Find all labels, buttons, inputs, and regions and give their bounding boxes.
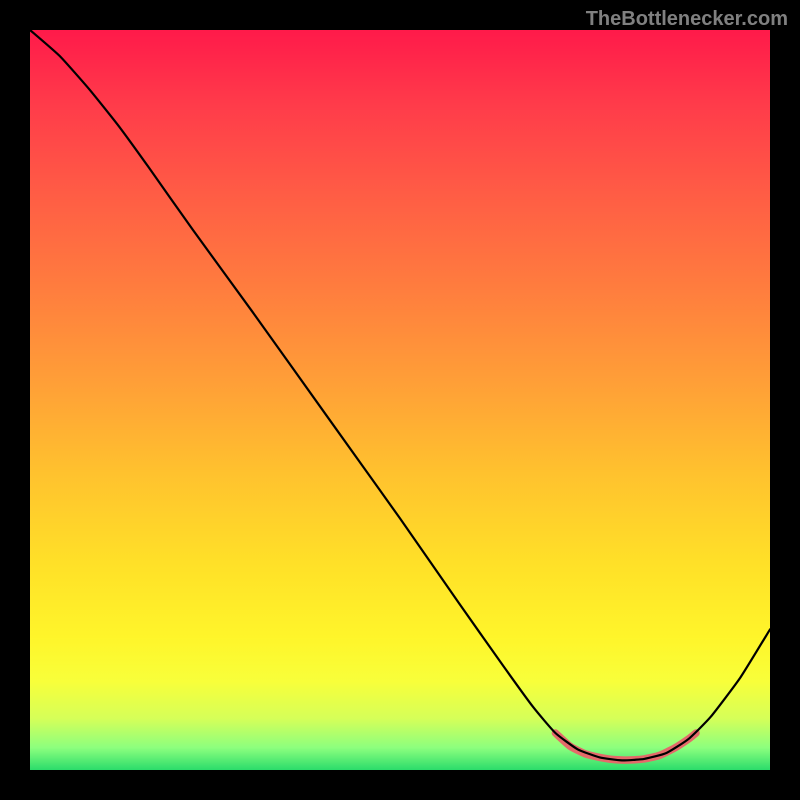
plot-area bbox=[30, 30, 770, 770]
attribution-label: TheBottlenecker.com bbox=[586, 8, 788, 31]
plot-background bbox=[30, 30, 770, 770]
chart-stage: TheBottlenecker.com bbox=[0, 0, 800, 800]
plot-svg bbox=[30, 30, 770, 770]
